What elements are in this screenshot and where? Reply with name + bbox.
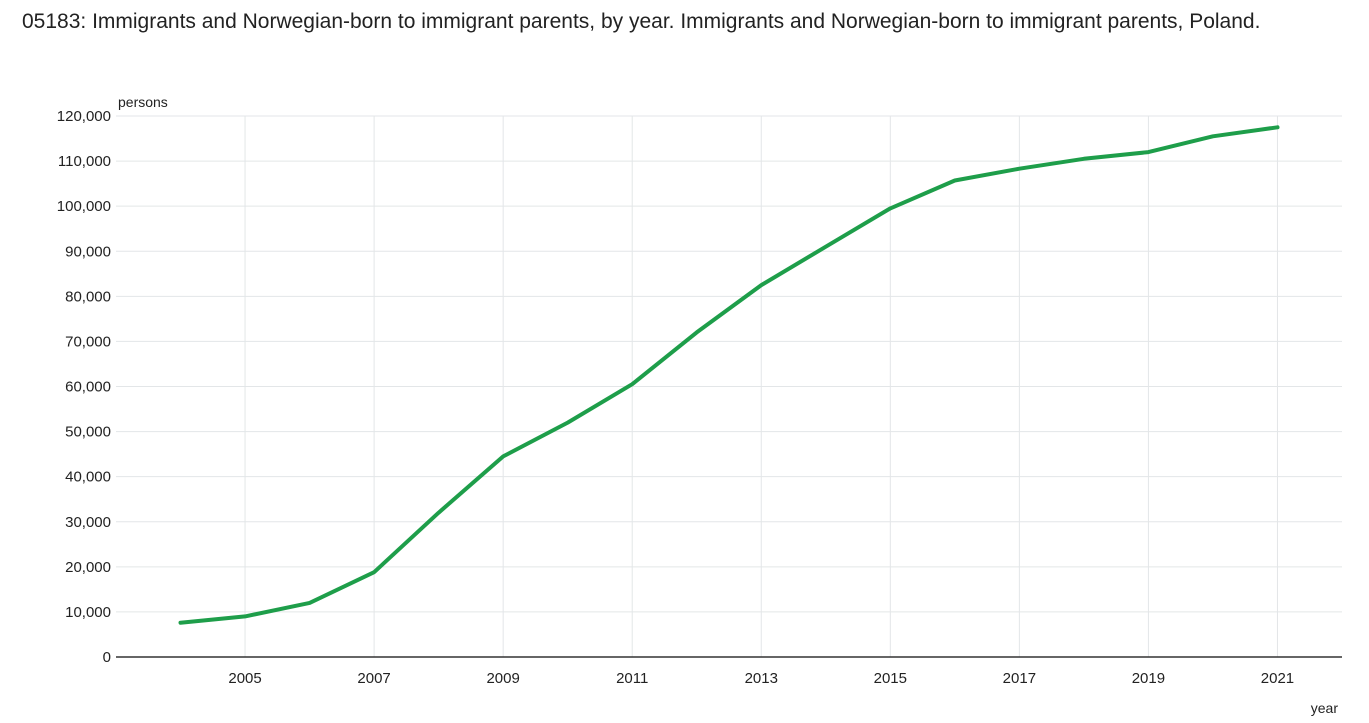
x-tick-label: 2009 [486,670,519,687]
y-tick-label: 60,000 [65,379,111,396]
x-tick-label: 2017 [1003,670,1036,687]
y-tick-label: 0 [103,649,111,666]
series-group [178,125,1280,625]
x-axis-label: year [1311,700,1339,716]
y-tick-label: 100,000 [57,198,111,215]
y-tick-label: 120,000 [57,108,111,125]
y-tick-label: 90,000 [65,243,111,260]
y-tick-label: 70,000 [65,333,111,350]
x-tick-label: 2007 [357,670,390,687]
x-axis-ticks: 2005 2007 2009 2011 2013 2015 2017 2019 2021 [228,670,1294,687]
y-axis-ticks: 0 10,000 20,000 30,000 40,000 50,000 60,000 70,… [57,108,111,666]
series-line [178,125,1280,625]
x-tick-label: 2013 [745,670,778,687]
x-gridlines [244,116,1278,657]
y-tick-label: 80,000 [65,288,111,305]
y-axis-label: persons [118,94,168,110]
x-tick-label: 2021 [1261,670,1294,687]
x-tick-label: 2011 [616,670,648,687]
y-tick-label: 110,000 [58,153,111,170]
y-tick-label: 30,000 [65,514,111,531]
chart-title: 05183: Immigrants and Norwegian-born to … [22,10,1261,33]
x-tick-label: 2019 [1132,670,1165,687]
x-tick-label: 2005 [228,670,261,687]
x-tick-label: 2015 [874,670,907,687]
y-tick-label: 50,000 [65,424,111,441]
y-tick-label: 10,000 [65,604,111,621]
y-tick-label: 20,000 [65,559,111,576]
y-tick-label: 40,000 [65,469,111,486]
y-gridlines [116,115,1342,613]
